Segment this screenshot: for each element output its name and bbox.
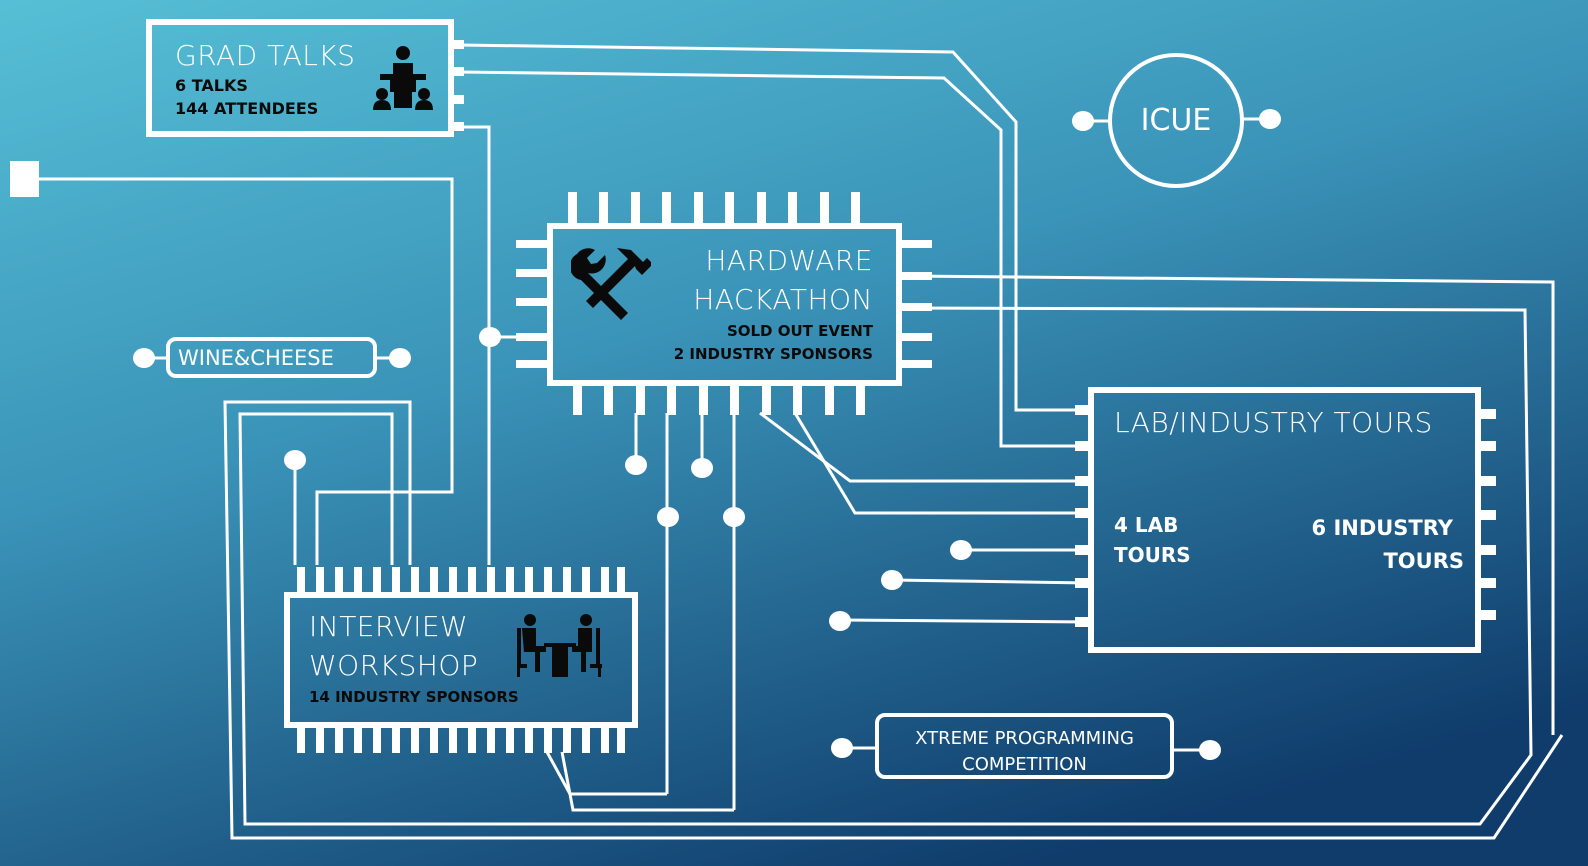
- xtreme-pill: XTREME PROGRAMMING COMPETITION: [875, 713, 1174, 779]
- hackathon-line2: 2 INDUSTRY SPONSORS: [673, 345, 873, 363]
- tours-industry-line1: 6 INDUSTRY: [1311, 516, 1453, 540]
- icue-circle: ICUE: [1108, 53, 1244, 188]
- xtreme-line2: COMPETITION: [962, 754, 1087, 775]
- tours-lab-line2: TOURS: [1114, 543, 1191, 567]
- interview-title-line2: WORKSHOP: [309, 649, 479, 682]
- tours-chip: [1088, 387, 1481, 653]
- chip-pins: [297, 40, 1496, 753]
- tools-icon: [571, 248, 651, 320]
- tours-lab-line1: 4 LAB: [1114, 513, 1179, 537]
- xtreme-line1: XTREME PROGRAMMING: [915, 728, 1134, 749]
- interview-icon: [517, 614, 602, 677]
- wine-cheese-pill: WINE&CHEESE: [166, 337, 377, 378]
- hackathon-line1: SOLD OUT EVENT: [726, 322, 873, 340]
- circuit-traces: [38, 43, 1564, 840]
- hackathon-title-line1: HARDWARE: [705, 244, 873, 277]
- grad-talks-line1: 6 TALKS: [175, 76, 248, 95]
- grad-talks-chip: [146, 19, 454, 137]
- hackathon-chip: [547, 223, 902, 386]
- grad-talks-title: GRAD TALKS: [175, 39, 356, 72]
- tours-industry-line2: TOURS: [1383, 549, 1464, 573]
- hackathon-title-line2: HACKATHON: [693, 283, 873, 316]
- interview-chip: [284, 592, 638, 728]
- grad-talks-line2: 144 ATTENDEES: [175, 99, 319, 118]
- tours-title: LAB/INDUSTRY TOURS: [1114, 406, 1433, 439]
- interview-title-line1: INTERVIEW: [309, 610, 469, 643]
- lecturer-icon: [373, 46, 433, 110]
- trace-terminals: [10, 109, 1281, 760]
- interview-line1: 14 INDUSTRY SPONSORS: [309, 688, 519, 706]
